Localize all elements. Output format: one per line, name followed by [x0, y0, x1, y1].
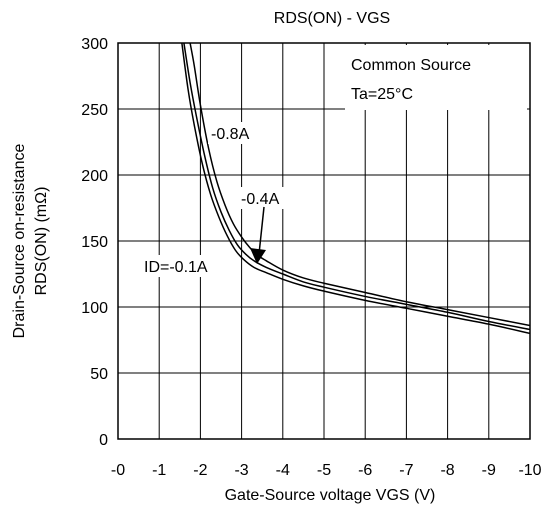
y-tick-label: 0 [99, 432, 108, 449]
series-line-3 [181, 43, 530, 335]
plot-frame [117, 42, 531, 440]
y-tick-labels: 0 50 100 150 200 250 300 [81, 36, 108, 449]
y-tick-label: 300 [81, 36, 108, 53]
annotation-0p1A: ID=-0.1A [144, 259, 208, 276]
x-tick-label: -3 [234, 462, 248, 479]
y-axis-label-line2: RDS(ON) (mΩ) [33, 187, 50, 296]
y-tick-label: 200 [81, 168, 108, 185]
legend-box: Common Source Ta=25°C [345, 45, 527, 110]
annotation-0p8A: -0.8A [211, 126, 250, 143]
y-tick-label: 250 [81, 102, 108, 119]
x-tick-label: -5 [317, 462, 331, 479]
label-bg-0p1 [142, 255, 226, 277]
x-axis-label: Gate-Source voltage VGS (V) [225, 487, 436, 504]
annotation-0p4A: -0.4A [241, 191, 280, 208]
x-tick-label: -8 [440, 462, 454, 479]
y-axis-label-line1: Drain-Source on-resistance [11, 144, 28, 339]
y-tick-label: 150 [81, 234, 108, 251]
x-tick-label: -1 [152, 462, 166, 479]
chart-title: RDS(ON) - VGS [274, 10, 390, 27]
x-tick-label: -9 [482, 462, 496, 479]
annotation-arrow-head [250, 248, 266, 264]
x-tick-label: -10 [518, 462, 541, 479]
x-tick-label: -0 [111, 462, 125, 479]
label-bg-0p8 [208, 122, 260, 144]
x-tick-label: -7 [399, 462, 413, 479]
x-tick-label: -2 [193, 462, 207, 479]
x-tick-labels: -0 -1 -2 -3 -4 -5 -6 -7 -8 -9 -10 [111, 462, 542, 479]
annotation-arrow-shaft [258, 206, 265, 255]
series-line-2 [183, 43, 530, 331]
legend-line1: Common Source [351, 57, 471, 74]
y-tick-label: 50 [90, 366, 108, 383]
x-tick-label: -4 [276, 462, 290, 479]
label-bg-0p4 [240, 187, 292, 209]
x-tick-label: -6 [358, 462, 372, 479]
legend-box-background [345, 45, 527, 110]
legend-line2: Ta=25°C [351, 86, 413, 103]
y-tick-label: 100 [81, 300, 108, 317]
